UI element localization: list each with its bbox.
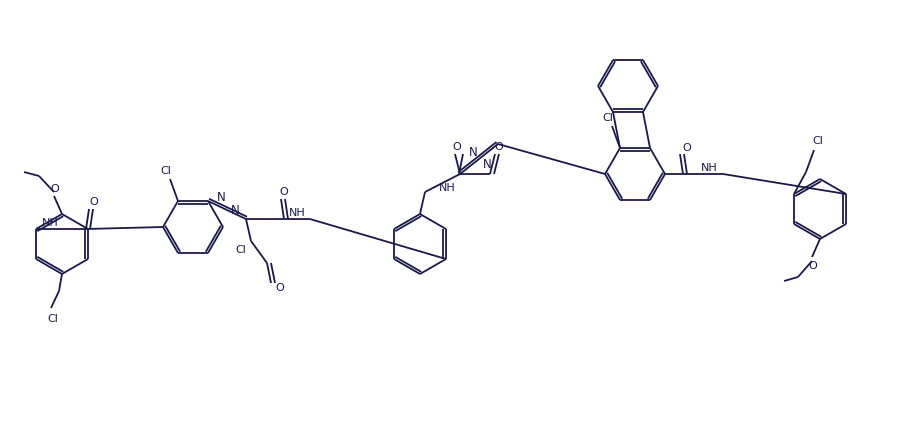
Text: N: N — [217, 190, 225, 203]
Text: O: O — [276, 283, 284, 293]
Text: Cl: Cl — [813, 136, 824, 146]
Text: O: O — [51, 184, 59, 194]
Text: NH: NH — [42, 217, 58, 227]
Text: NH: NH — [439, 183, 456, 193]
Text: Cl: Cl — [47, 313, 58, 323]
Text: O: O — [280, 187, 289, 197]
Text: O: O — [682, 143, 691, 153]
Text: Cl: Cl — [236, 244, 247, 254]
Text: O: O — [495, 141, 504, 151]
Text: Cl: Cl — [160, 166, 171, 176]
Text: N: N — [483, 158, 491, 171]
Text: N: N — [230, 203, 240, 216]
Text: O: O — [89, 197, 98, 207]
Text: O: O — [809, 260, 817, 270]
Text: NH: NH — [289, 207, 305, 217]
Text: N: N — [468, 146, 477, 159]
Text: NH: NH — [701, 163, 717, 173]
Text: O: O — [453, 141, 461, 151]
Text: Cl: Cl — [602, 113, 613, 123]
